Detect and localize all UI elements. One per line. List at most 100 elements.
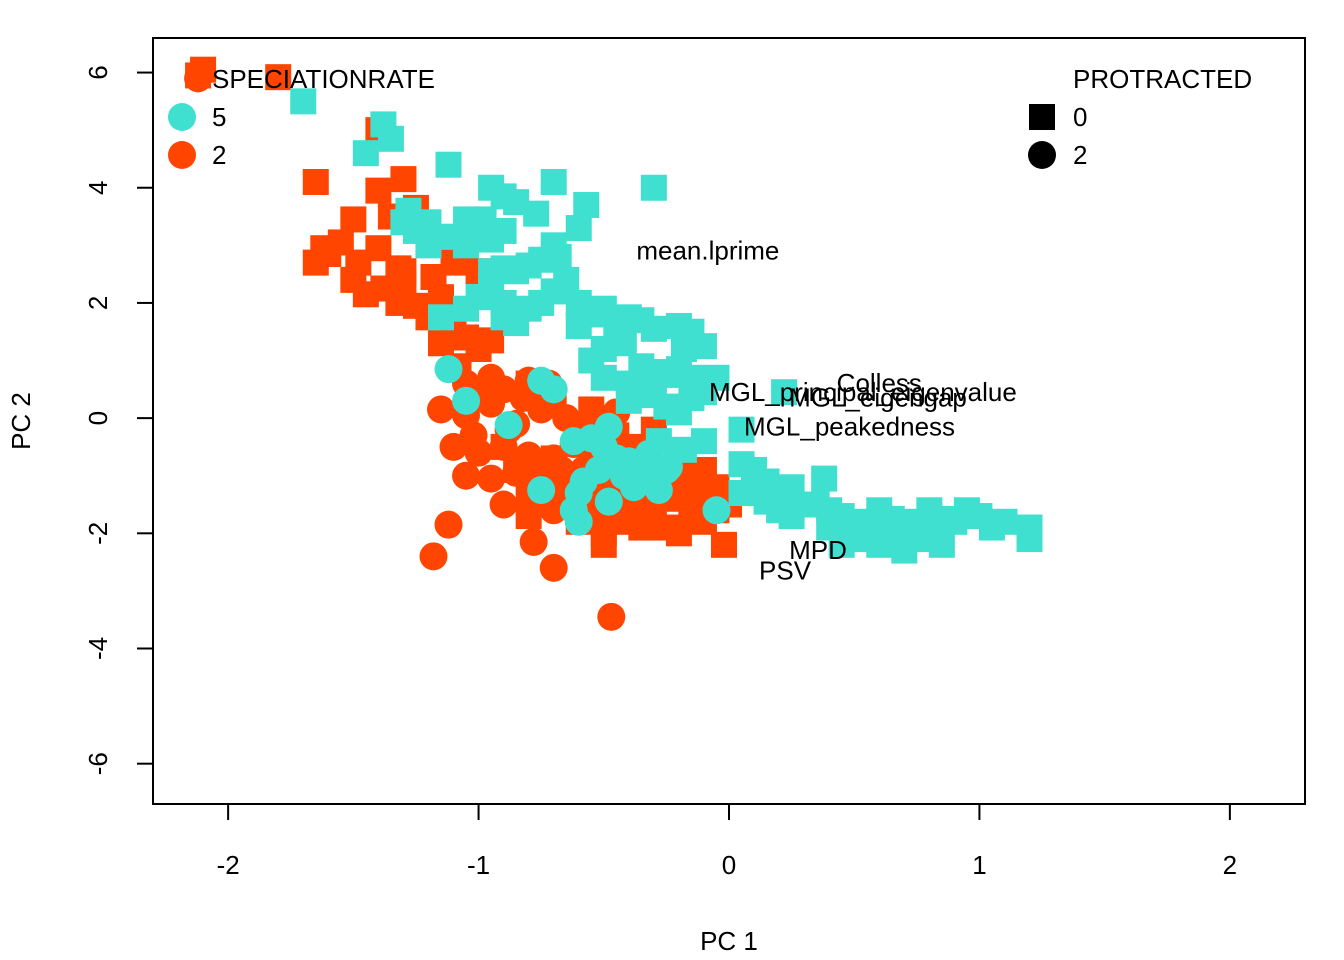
data-point-square <box>352 140 379 167</box>
annotation-label: MGL_eigengap <box>789 383 967 413</box>
data-point-circle <box>419 542 448 571</box>
data-point-circle <box>427 395 455 424</box>
data-point-square <box>453 295 480 322</box>
y-tick-label: 2 <box>83 296 113 310</box>
data-point-circle <box>509 383 538 412</box>
x-axis-label: PC 1 <box>700 926 758 956</box>
x-tick-label: 0 <box>722 850 736 880</box>
data-point-circle <box>552 404 581 433</box>
data-point-circle <box>564 507 593 536</box>
data-point-circle <box>634 439 663 468</box>
shape-legend-swatch <box>1028 141 1056 169</box>
data-point-square <box>390 166 417 193</box>
data-point-circle <box>494 411 523 440</box>
data-point-square <box>290 88 317 115</box>
color-legend: SPECIATIONRATE 5 2 <box>168 64 435 170</box>
data-point-square <box>428 330 454 357</box>
annotation-label: MGL_peakedness <box>744 411 955 441</box>
data-point-circle <box>547 455 576 484</box>
data-point-square <box>523 200 550 227</box>
shape-legend-label: 0 <box>1073 102 1087 132</box>
x-axis: -2 -1 0 1 2 <box>217 803 1237 880</box>
data-point-circle <box>477 464 506 493</box>
data-point-square <box>453 232 480 259</box>
data-point-circle <box>597 602 626 631</box>
data-point-square <box>690 428 717 455</box>
color-legend-swatch <box>168 103 196 131</box>
y-axis: -6 -4 -2 0 2 4 6 <box>83 65 154 775</box>
y-tick-label: 6 <box>83 65 113 79</box>
data-point-square <box>811 465 838 492</box>
data-point-square <box>590 364 617 391</box>
data-point-circle <box>452 461 481 490</box>
y-tick-label: 0 <box>83 411 113 425</box>
color-legend-title: SPECIATIONRATE <box>212 64 435 94</box>
data-point-square <box>903 526 930 553</box>
data-point-circle <box>644 476 673 505</box>
data-point-circle <box>502 458 531 487</box>
annotation-label: PSV <box>759 555 812 585</box>
x-tick-label: -1 <box>467 850 490 880</box>
data-point-square <box>640 174 667 201</box>
data-point-square <box>395 197 422 224</box>
color-legend-label: 2 <box>212 140 226 170</box>
y-tick-label: -4 <box>83 637 113 660</box>
data-point-square <box>385 289 412 316</box>
data-point-square <box>478 258 505 285</box>
data-point-square <box>828 531 855 558</box>
color-legend-swatch <box>168 141 196 169</box>
shape-legend: PROTRACTED 0 2 <box>1028 64 1252 170</box>
x-tick-label: 1 <box>972 850 986 880</box>
data-point-square <box>640 315 667 342</box>
data-point-square <box>565 312 592 339</box>
data-point-square <box>728 416 755 443</box>
data-point-square <box>420 264 447 291</box>
data-point-square <box>310 235 337 262</box>
data-point-square <box>503 310 530 337</box>
data-point-square <box>610 330 637 357</box>
y-axis-label: PC 2 <box>6 392 36 450</box>
annotation-layer: mean.lprime MGL_principal_eigenvalueColle… <box>636 236 1017 586</box>
shape-legend-label: 2 <box>1073 140 1087 170</box>
data-point-square <box>435 151 462 178</box>
data-point-circle <box>434 355 463 384</box>
data-point-square <box>628 514 655 541</box>
data-point-circle <box>619 473 648 502</box>
data-point-square <box>778 503 805 530</box>
data-point-circle <box>184 64 213 93</box>
annotation-label: MGL_principal_eigenvalue <box>709 377 1017 407</box>
data-point-circle <box>459 421 488 450</box>
data-point-square <box>415 232 442 259</box>
data-point-square <box>690 379 717 406</box>
data-point-square <box>265 64 292 91</box>
data-point-square <box>377 125 404 152</box>
y-tick-label: -2 <box>83 522 113 545</box>
data-point-circle <box>702 496 731 525</box>
data-point-circle <box>654 453 683 482</box>
data-point-circle <box>527 476 556 505</box>
data-point-square <box>710 531 737 558</box>
data-point-square <box>928 531 955 558</box>
data-point-square <box>771 379 798 406</box>
data-point-square <box>540 168 567 195</box>
data-point-square <box>991 508 1018 535</box>
data-point-square <box>478 327 505 354</box>
data-point-circle <box>452 386 481 415</box>
x-tick-label: -2 <box>217 850 240 880</box>
data-point-square <box>365 177 392 204</box>
data-point-square <box>565 215 592 242</box>
annotation-label: MPD <box>789 535 847 565</box>
data-point-square <box>1016 526 1043 553</box>
annotation-label: mean.lprime <box>636 236 779 266</box>
data-point-square <box>878 523 905 550</box>
data-point-circle <box>434 510 463 539</box>
points-layer <box>184 56 1043 631</box>
data-point-square <box>670 336 697 363</box>
data-point-square <box>302 168 329 195</box>
data-point-square <box>453 324 480 351</box>
data-point-square <box>728 479 755 506</box>
data-point-circle <box>539 496 568 525</box>
data-point-square <box>470 206 497 233</box>
y-tick-label: -6 <box>83 752 113 775</box>
x-tick-label: 2 <box>1223 850 1237 880</box>
